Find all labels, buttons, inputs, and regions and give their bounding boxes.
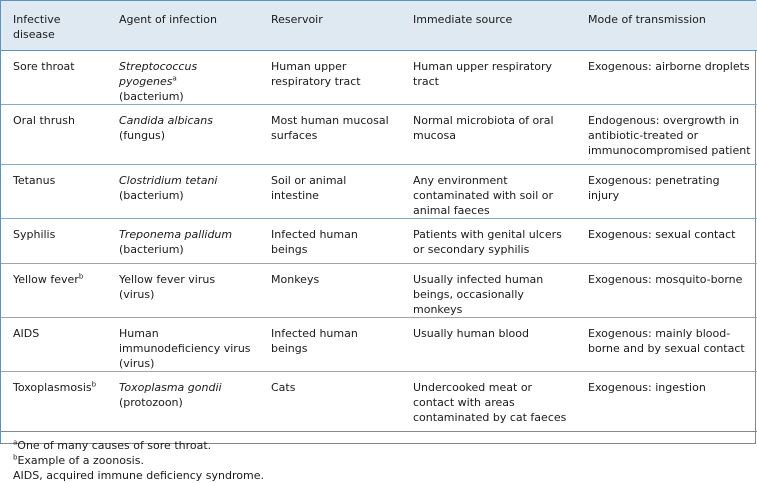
agent-type: (protozoon) — [119, 396, 183, 409]
agent-type: (bacterium) — [119, 243, 184, 256]
agent-type: (bacterium) — [119, 189, 184, 202]
footnote-mark: a — [13, 438, 18, 447]
table-row: Sore throat Streptococcus pyogenesa (bact… — [1, 50, 757, 105]
reservoir-cell: Soil or animal intestine — [259, 164, 401, 219]
agent-species: Candida albicans — [119, 114, 213, 127]
disease-name: Tetanus — [13, 174, 56, 187]
footnote-text: AIDS, acquired immune deficiency syndrom… — [13, 469, 264, 482]
header-agent: Agent of infection — [107, 1, 259, 51]
disease-cell: Yellow feverb — [1, 263, 107, 318]
disease-cell: Oral thrush — [1, 104, 107, 165]
disease-name: Oral thrush — [13, 114, 75, 127]
agent-species: Treponema pallidum — [119, 228, 233, 241]
source-cell: Usually human blood — [401, 317, 576, 372]
footnote-text: One of many causes of sore throat. — [17, 439, 212, 452]
disease-name: Syphilis — [13, 228, 56, 241]
agent-type: (bacterium) — [119, 90, 184, 103]
header-reservoir: Reservoir — [259, 1, 401, 51]
source-cell: Normal microbiota of oral mucosa — [401, 104, 576, 165]
agent-cell: Toxoplasma gondii (protozoon) — [107, 371, 259, 432]
table-row: AIDS Human immunodeficiency virus (virus… — [1, 317, 757, 372]
agent-cell: Clostridium tetani (bacterium) — [107, 164, 259, 219]
source-cell: Undercooked meat or contact with areas c… — [401, 371, 576, 432]
header-disease: Infective disease — [1, 1, 107, 51]
agent-cell: Yellow fever virus (virus) — [107, 263, 259, 318]
source-cell: Patients with genital ulcers or secondar… — [401, 218, 576, 264]
source-cell: Any environment contaminated with soil o… — [401, 164, 576, 219]
reservoir-cell: Most human mucosal surfaces — [259, 104, 401, 165]
disease-name: Toxoplasmosis — [13, 381, 92, 394]
header-transmission: Mode of transmission — [576, 1, 757, 51]
reservoir-cell: Cats — [259, 371, 401, 432]
reservoir-cell: Human upper respiratory tract — [259, 50, 401, 105]
disease-name: Yellow fever — [13, 273, 79, 286]
agent-footnote-mark: a — [172, 74, 177, 83]
reservoir-cell: Monkeys — [259, 263, 401, 318]
transmission-cell: Endogenous: overgrowth in antibiotic-tre… — [576, 104, 757, 165]
reservoir-cell: Infected human beings — [259, 317, 401, 372]
agent-cell: Treponema pallidum (bacterium) — [107, 218, 259, 264]
transmission-cell: Exogenous: ingestion — [576, 371, 757, 432]
disease-cell: Syphilis — [1, 218, 107, 264]
table-row: Oral thrush Candida albicans (fungus) Mo… — [1, 104, 757, 165]
transmission-cell: Exogenous: mosquito-borne — [576, 263, 757, 318]
infection-table: Infective disease Agent of infection Res… — [1, 1, 757, 432]
table-row: Tetanus Clostridium tetani (bacterium) So… — [1, 164, 757, 219]
agent-cell: Human immunodeficiency virus (virus) — [107, 317, 259, 372]
footnote: aOne of many causes of sore throat. — [13, 438, 749, 453]
table-row: Toxoplasmosisb Toxoplasma gondii (protozo… — [1, 371, 757, 432]
table-header: Infective disease Agent of infection Res… — [1, 1, 757, 51]
disease-cell: Sore throat — [1, 50, 107, 105]
disease-footnote-mark: b — [91, 380, 97, 389]
table-body: Sore throat Streptococcus pyogenesa (bact… — [1, 50, 757, 432]
transmission-cell: Exogenous: penetrating injury — [576, 164, 757, 219]
transmission-cell: Exogenous: mainly blood-borne and by sex… — [576, 317, 757, 372]
footnote: AIDS, acquired immune deficiency syndrom… — [13, 468, 749, 483]
transmission-cell: Exogenous: airborne droplets — [576, 50, 757, 105]
disease-name: Sore throat — [13, 60, 75, 73]
reservoir-cell: Infected human beings — [259, 218, 401, 264]
table-row: Yellow feverb Yellow fever virus (virus)… — [1, 263, 757, 318]
disease-footnote-mark: b — [78, 272, 84, 281]
footnote: bExample of a zoonosis. — [13, 453, 749, 468]
agent-species: Streptococcus pyogenes — [119, 60, 198, 88]
header-row: Infective disease Agent of infection Res… — [1, 1, 757, 51]
header-source: Immediate source — [401, 1, 576, 51]
disease-cell: Toxoplasmosisb — [1, 371, 107, 432]
agent-cell: Candida albicans (fungus) — [107, 104, 259, 165]
disease-name: AIDS — [13, 327, 40, 340]
table-footnotes: aOne of many causes of sore throat. bExa… — [1, 432, 755, 483]
table-row: Syphilis Treponema pallidum (bacterium) I… — [1, 218, 757, 264]
footnote-text: Example of a zoonosis. — [17, 454, 144, 467]
transmission-cell: Exogenous: sexual contact — [576, 218, 757, 264]
disease-cell: Tetanus — [1, 164, 107, 219]
agent-species: Clostridium tetani — [119, 174, 218, 187]
agent-type: Yellow fever virus (virus) — [119, 273, 216, 301]
agent-species: Toxoplasma gondii — [119, 381, 222, 394]
agent-cell: Streptococcus pyogenesa (bacterium) — [107, 50, 259, 105]
agent-type: (fungus) — [119, 129, 166, 142]
source-cell: Human upper respiratory tract — [401, 50, 576, 105]
disease-cell: AIDS — [1, 317, 107, 372]
source-cell: Usually infected human beings, occasiona… — [401, 263, 576, 318]
agent-type: Human immunodeficiency virus (virus) — [119, 327, 251, 370]
